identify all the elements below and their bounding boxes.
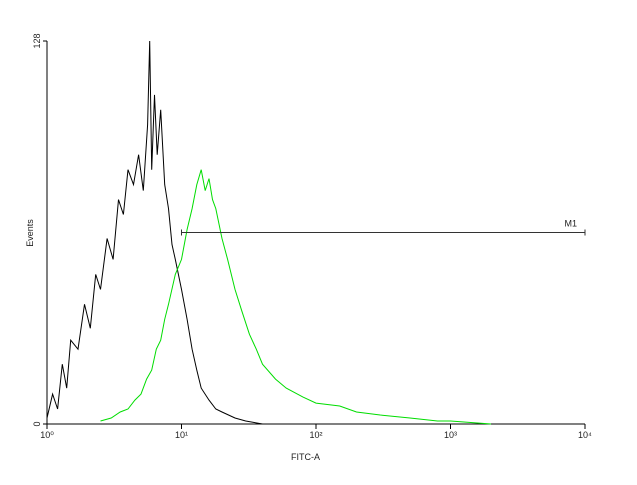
y-tick-label: 128 <box>32 33 42 48</box>
x-tick-label: 10¹ <box>175 430 188 440</box>
histogram-line <box>100 169 492 425</box>
x-tick-label: 10² <box>309 430 322 440</box>
x-tick-label: 10⁴ <box>578 430 592 440</box>
y-tick-label: 0 <box>32 421 42 426</box>
histogram-line <box>46 40 263 425</box>
marker-label: M1 <box>564 219 577 229</box>
x-tick-label: 10⁰ <box>40 430 54 440</box>
y-axis-label: Events <box>25 219 35 247</box>
x-tick-label: 10³ <box>444 430 457 440</box>
x-axis-label: FITC-A <box>291 452 320 462</box>
